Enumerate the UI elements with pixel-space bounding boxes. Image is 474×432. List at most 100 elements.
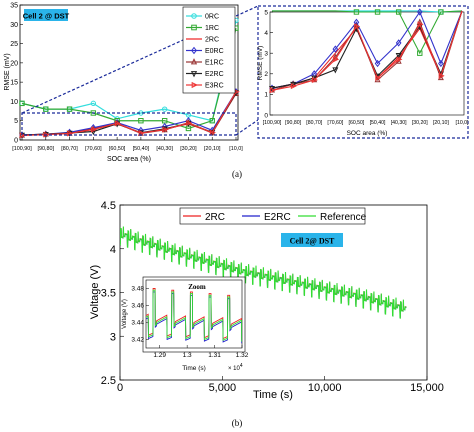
- panel-a-inset-xtick-label: [80,70]: [306, 120, 322, 126]
- panel-b-legend-label: Reference: [320, 212, 367, 223]
- panel-a-badge: Cell 2 @ DST: [23, 12, 70, 21]
- panel-a-inset-point: [332, 45, 339, 53]
- panel-a-point: [91, 126, 98, 133]
- panel-a-legend-marker: [191, 13, 197, 19]
- panel-a-ylabel: RMSE (mV): [4, 53, 11, 90]
- panel-a-ytick-label: 0: [14, 138, 18, 145]
- panel-a-legend-marker: [191, 81, 198, 89]
- panel-a-legend-label: E1RC: [205, 60, 224, 67]
- panel-a-inset-ytick-label: 4: [264, 30, 268, 37]
- panel-a-inset-point: [395, 39, 402, 47]
- panel-b-inset-multiplier-base: × 10: [228, 366, 241, 372]
- panel-b-badge: Cell 2@ DST: [290, 237, 335, 246]
- panel-a-point: [209, 129, 216, 136]
- panel-a-zoom-box: [21, 112, 237, 136]
- panel-a-inset-point: [333, 56, 340, 63]
- panel-a-inset-point: [395, 53, 402, 60]
- panel-a-inset-point: [354, 23, 361, 30]
- panel-a-inset-point: [417, 21, 424, 28]
- panel-a-line-1rc: [21, 27, 237, 130]
- panel-a-inset-xtick-label: [40,30]: [391, 120, 407, 126]
- panel-b-inset-line-reference: [146, 289, 242, 342]
- panel-b-xlabel: Time (s): [253, 389, 293, 401]
- panel-b-inset-line-2rc: [146, 288, 242, 341]
- panel-a-inset-series-1rc: [272, 9, 463, 56]
- panel-b-label: (b): [232, 418, 243, 428]
- panel-a-ytick-label: 25: [10, 41, 18, 48]
- panel-a-legend-marker: [191, 46, 197, 55]
- panel-a-inset-ytick-label: 5: [264, 9, 268, 16]
- panel-a-inset-ytick-label: 1: [264, 92, 268, 99]
- panel-b-line-reference: [120, 226, 407, 319]
- panel-a-inset-xtick-label: [50,40]: [370, 120, 386, 126]
- panel-a-inset-xtick-label: [90,80]: [285, 120, 301, 126]
- panel-a-xtick-label: [90,80]: [38, 146, 55, 152]
- panel-a-xtick-label: [40,30]: [156, 146, 173, 152]
- panel-b-inset-ytick-label: 3.44: [131, 320, 144, 327]
- panel-b-ytick-label: 3: [110, 331, 116, 343]
- panel-b-inset-xlabel: Time (s): [182, 365, 206, 372]
- panel-a-inset-ytick-label: 2: [264, 71, 268, 78]
- panel-a-legend-label: 2RC: [205, 37, 219, 44]
- panel-a-inset-xlabel: SOC area (%): [347, 130, 388, 137]
- panel-b-inset-frame: [145, 279, 243, 349]
- panel-a-point: [66, 106, 73, 112]
- panel-a-badge-bg: [24, 9, 68, 21]
- panel-b-ytick-label: 3.5: [101, 288, 116, 300]
- panel-a-inset-series-e3rc: [269, 10, 463, 94]
- panel-a-xlabel: SOC area (%): [107, 156, 151, 163]
- panel-b-inset-xtick-label: 1.3: [183, 352, 192, 359]
- panel-a-inset-ytick-label: 3: [264, 51, 268, 58]
- panel-a-inset-point: [395, 9, 402, 15]
- panel-a-xtick-label: [20,10]: [204, 146, 221, 152]
- panel-b-inset-ylabel: Voltage (V): [122, 299, 128, 329]
- panel-b-ytick-label: 2.5: [101, 375, 116, 387]
- panel-a-xtick-label: [100,90]: [12, 146, 32, 152]
- panel-b-xtick-label: 0: [117, 382, 123, 394]
- panel-a-inset-point: [353, 9, 360, 15]
- panel-a-legend-label: E0RC: [205, 48, 224, 55]
- panel-a-ytick-label: 15: [10, 80, 18, 87]
- panel-b-inset-xtick-label: 1.32: [236, 352, 249, 359]
- panel-a-legend-label: E2RC: [205, 71, 224, 78]
- panel-a-point: [43, 106, 49, 112]
- panel-a-point: [161, 106, 168, 112]
- panel-b-xtick-label: 5,000: [209, 382, 237, 394]
- panel-b-legend: 2RC E2RC Reference: [179, 207, 367, 225]
- zoom-connector-bottom: [235, 119, 259, 136]
- panel-a-xtick-label: [60,50]: [109, 146, 126, 152]
- panel-a-point: [138, 118, 144, 124]
- panel-a-inset-ylabel: RMSE (mV): [257, 46, 264, 81]
- panel-a-line-e3rc: [21, 91, 237, 136]
- panel-a-inset-point: [438, 59, 444, 68]
- panel-b-ytick-label: 4.5: [101, 200, 116, 212]
- panel-a-inset-line-e0rc: [271, 10, 463, 89]
- panel-a-ytick-label: 10: [10, 99, 18, 106]
- panel-b-inset-xtick-label: 1.29: [153, 352, 166, 359]
- panel-a-point: [209, 118, 215, 124]
- panel-a-inset-point: [290, 83, 297, 90]
- panel-a-inset-point: [438, 9, 444, 15]
- panel-a-point: [114, 120, 121, 127]
- panel-a-inset-point: [396, 56, 403, 63]
- panel-a-inset-point: [416, 8, 423, 16]
- panel-b-badge-bg: [281, 233, 343, 247]
- panel-a-inset-ytick-label: 0: [264, 112, 268, 119]
- panel-a-point: [186, 120, 193, 127]
- panel-a-legend-label: 0RC: [205, 14, 219, 21]
- panel-a-xtick-label: [10,0]: [229, 146, 243, 152]
- panel-b-legend-box: [179, 207, 366, 225]
- panel-b-inset-multiplier-exp: 4: [240, 363, 243, 369]
- panel-a-label: (a): [232, 169, 242, 179]
- panel-a-legend-marker: [190, 58, 198, 65]
- panel-b-ylabel: Voltage (V): [89, 265, 101, 319]
- panel-a-legend-label: E3RC: [205, 83, 224, 90]
- panel-a-point: [90, 100, 97, 107]
- panel-b-legend-label: 2RC: [205, 212, 225, 223]
- panel-a-legend-marker: [191, 24, 197, 31]
- panel-a-inset-line-e3rc: [271, 10, 463, 91]
- panel-a-xtick-label: [80,70]: [61, 146, 78, 152]
- panel-a-point: [138, 130, 145, 137]
- panel-a-inset-point: [417, 50, 423, 56]
